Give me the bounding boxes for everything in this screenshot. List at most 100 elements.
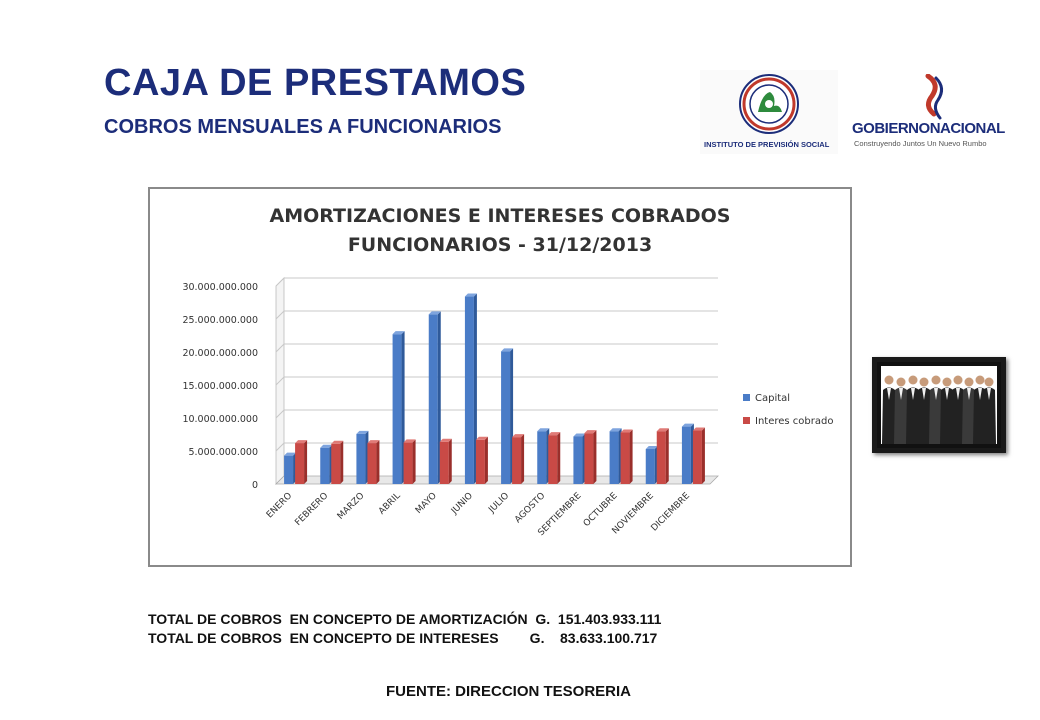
capital-bar-top	[609, 428, 622, 432]
page-subtitle: COBROS MENSUALES A FUNCIONARIOS	[104, 116, 502, 138]
person-head	[919, 377, 929, 387]
interes-bar	[656, 431, 666, 484]
gridline	[275, 277, 718, 287]
gridline	[275, 343, 718, 353]
y-tick-label: 15.000.000.000	[182, 381, 258, 392]
capital-bar	[392, 334, 402, 484]
capital-bar-top	[681, 423, 694, 427]
interes-bar	[692, 430, 702, 484]
gob-word-1: GOBIERNO	[852, 120, 930, 137]
interes-bar-side	[629, 429, 633, 484]
person-shirt	[978, 388, 982, 400]
interes-bar-top	[548, 432, 561, 436]
x-tick-label: MARZO	[336, 491, 367, 522]
interes-bar-side	[593, 430, 597, 484]
x-tick-label: MAYO	[414, 491, 439, 516]
capital-bar-top	[501, 348, 514, 352]
y-tick-label: 20.000.000.000	[182, 348, 258, 359]
legend-label: Interes cobrado	[755, 416, 833, 427]
capital-bar	[320, 447, 330, 484]
chart-floor	[275, 475, 719, 485]
chart-title-line2: FUNCIONARIOS - 31/12/2013	[348, 234, 652, 256]
bar-chart: AMORTIZACIONES E INTERESES COBRADOS FUNC…	[182, 205, 833, 538]
person-body	[906, 387, 920, 444]
person-shirt	[956, 388, 960, 400]
interes-bar-top	[656, 428, 669, 432]
interes-bar-side	[701, 427, 705, 484]
interes-bar-side	[340, 440, 344, 484]
person-shirt	[934, 388, 938, 400]
interes-bar	[512, 437, 522, 484]
ips-logo: INSTITUTO DE PREVISIÓN SOCIAL	[700, 70, 838, 154]
person-shirt	[945, 388, 949, 400]
people-group-icon	[882, 375, 996, 444]
y-tick-label: 10.000.000.000	[182, 414, 258, 425]
person-head	[984, 377, 994, 387]
interes-bar-top	[439, 438, 452, 442]
legend-swatch	[743, 417, 750, 424]
person-head	[908, 375, 918, 385]
capital-bar	[356, 433, 366, 484]
ips-logo-text: INSTITUTO DE PREVISIÓN SOCIAL	[704, 140, 830, 149]
gridline	[275, 442, 718, 452]
capital-bar-side	[473, 293, 477, 484]
legend-swatch	[743, 394, 750, 401]
capital-bar-top	[537, 428, 550, 432]
capital-bar-side	[437, 311, 441, 484]
interes-bar-top	[367, 440, 380, 444]
ips-seal-icon	[739, 74, 799, 134]
capital-bar-top	[284, 452, 297, 456]
person-shirt	[987, 388, 991, 400]
person-body	[917, 387, 931, 444]
person-body	[894, 387, 908, 444]
capital-bar	[284, 455, 294, 484]
interes-bar-top	[475, 436, 488, 440]
capital-bar-top	[573, 433, 586, 437]
page-title: CAJA DE PRESTAMOS	[104, 62, 527, 104]
capital-bar	[464, 296, 474, 484]
interes-bar-top	[295, 440, 308, 444]
gridline	[275, 409, 718, 419]
person-head	[942, 377, 952, 387]
person-body	[951, 387, 965, 444]
interes-bar-side	[484, 436, 488, 484]
total-intereses: TOTAL DE COBROS EN CONCEPTO DE INTERESES…	[148, 630, 658, 646]
person-body	[929, 387, 943, 444]
interes-bar-top	[692, 427, 705, 431]
interes-bar-side	[376, 440, 380, 484]
x-tick-label: JULIO	[486, 491, 511, 516]
capital-bar	[537, 431, 547, 484]
totals-block: TOTAL DE COBROS EN CONCEPTO DE AMORTIZAC…	[148, 610, 661, 648]
person-head	[896, 377, 906, 387]
legend-label: Capital	[755, 393, 790, 404]
interes-bar	[475, 439, 485, 484]
x-tick-label: JUNIO	[449, 491, 475, 517]
capital-bar-top	[645, 446, 658, 450]
y-tick-label: 25.000.000.000	[182, 315, 258, 326]
x-tick-label: AGOSTO	[513, 491, 547, 525]
interes-bar	[403, 442, 413, 484]
capital-bar	[573, 436, 583, 484]
interes-bar-top	[584, 430, 597, 434]
interes-bar	[439, 441, 449, 484]
x-tick-label: DICIEMBRE	[650, 491, 693, 534]
person-head	[931, 375, 941, 385]
interes-bar	[620, 432, 630, 484]
y-tick-label: 5.000.000.000	[188, 447, 258, 458]
gobierno-wordmark: GOBIERNONACIONAL	[852, 120, 1005, 137]
gob-tagline: Construyendo Juntos Un Nuevo Rumbo	[854, 139, 987, 148]
capital-bar	[501, 351, 511, 484]
person-body	[962, 387, 976, 444]
person-shirt	[911, 388, 915, 400]
person-head	[953, 375, 963, 385]
capital-bar-top	[356, 430, 369, 434]
x-tick-label: OCTUBRE	[582, 491, 620, 529]
capital-bar-top	[428, 311, 441, 315]
interes-bar-top	[620, 429, 633, 433]
x-tick-label: ABRIL	[377, 491, 403, 517]
gobierno-nacional-logo: GOBIERNONACIONAL Construyendo Juntos Un …	[846, 70, 1005, 154]
chart-title-line1: AMORTIZACIONES E INTERESES COBRADOS	[270, 205, 731, 227]
total-amortizacion: TOTAL DE COBROS EN CONCEPTO DE AMORTIZAC…	[148, 611, 662, 627]
person-shirt	[922, 388, 926, 400]
person-shirt	[967, 388, 971, 400]
